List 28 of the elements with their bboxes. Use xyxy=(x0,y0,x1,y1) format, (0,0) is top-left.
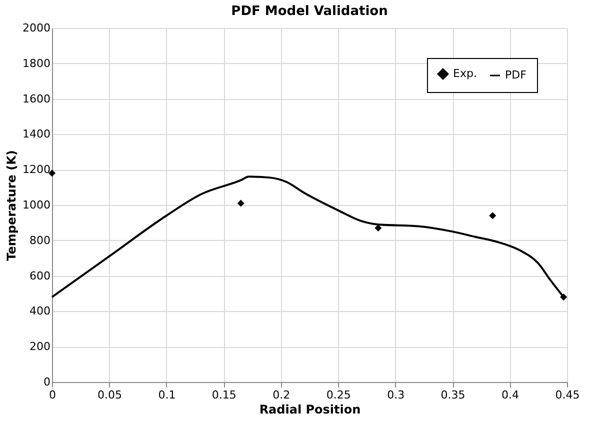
x-tick-label: 0.45 xyxy=(555,388,580,402)
chart-title: PDF Model Validation xyxy=(231,4,388,19)
legend-label: Exp. xyxy=(453,67,477,80)
y-axis-title: Temperature (K) xyxy=(4,150,19,261)
point xyxy=(374,224,382,232)
y-tick-label: 0 xyxy=(44,376,50,388)
y-tick-label: 800 xyxy=(30,234,50,247)
x-tick-label: 0.1 xyxy=(158,388,176,402)
y-tick-label: 1200 xyxy=(22,163,50,176)
y-tick-label: 200 xyxy=(30,340,50,354)
y-tick-label: 1800 xyxy=(22,56,50,70)
x-tick-label: 0.3 xyxy=(387,388,405,402)
y-tick-label: 400 xyxy=(30,304,50,318)
x-tick-label: 0.25 xyxy=(326,388,351,402)
legend-label: PDF xyxy=(505,68,526,82)
x-tick-label: 0.2 xyxy=(272,388,290,402)
y-tick-label: 1600 xyxy=(22,92,50,106)
x-tick-label: 0.05 xyxy=(97,388,122,402)
point xyxy=(489,212,496,220)
x-tick-label: 0.4 xyxy=(502,388,520,402)
y-tick-label: 600 xyxy=(30,269,50,282)
y-tick-label: 1400 xyxy=(22,128,50,141)
y-tick-label: 2000 xyxy=(22,22,50,34)
x-tick-label: 0.15 xyxy=(212,388,236,402)
point xyxy=(237,200,244,207)
y-tick-label: 1000 xyxy=(22,198,50,212)
x-tick-label: 0.35 xyxy=(440,388,466,402)
x-axis-title: Radial Position xyxy=(259,402,361,416)
